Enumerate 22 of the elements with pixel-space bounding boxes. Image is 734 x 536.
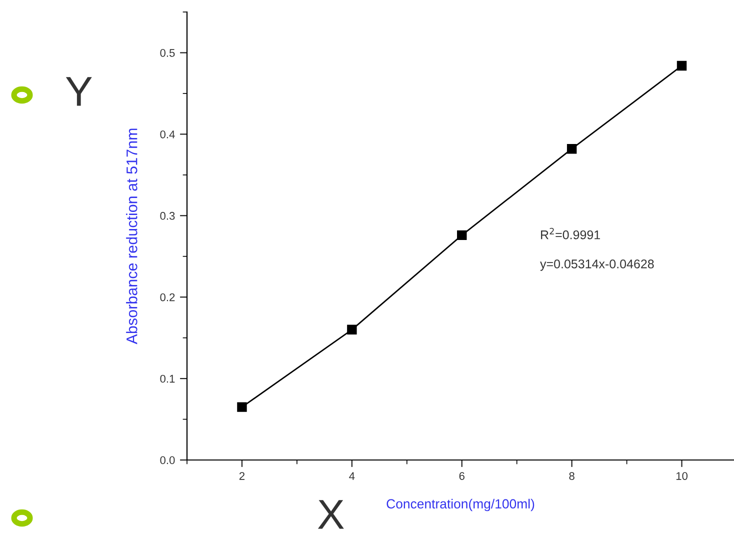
point bbox=[347, 324, 357, 335]
annotation: y=0.05314x-0.04628 bbox=[540, 260, 654, 271]
text: Y bbox=[66, 77, 92, 106]
point bbox=[676, 60, 687, 71]
point bbox=[566, 144, 577, 154]
y-axis-title: Absorbance reduction at 517nm bbox=[126, 128, 138, 344]
x-tick-label: 4 bbox=[349, 472, 355, 480]
y-tick-label: 0.2 bbox=[160, 293, 175, 302]
y-tick-label: 0.3 bbox=[160, 212, 175, 220]
x-tick-label: 8 bbox=[569, 472, 574, 480]
point bbox=[457, 230, 467, 240]
y-tick-label: 0.5 bbox=[160, 48, 175, 57]
x-tick-label: 10 bbox=[676, 472, 688, 480]
point bbox=[237, 402, 247, 412]
x-axis-title: Concentration(mg/100ml) bbox=[386, 498, 534, 512]
x-tick-label: 6 bbox=[459, 472, 464, 480]
annotation: R$^{2}$=0.9991 bbox=[541, 228, 600, 240]
y-tick-label: 0.0 bbox=[160, 456, 175, 464]
y-tick-label: 0.4 bbox=[160, 130, 175, 138]
text: X bbox=[318, 500, 344, 529]
y-tick-label: 0.1 bbox=[160, 374, 175, 383]
x-tick-label: 2 bbox=[239, 472, 245, 480]
